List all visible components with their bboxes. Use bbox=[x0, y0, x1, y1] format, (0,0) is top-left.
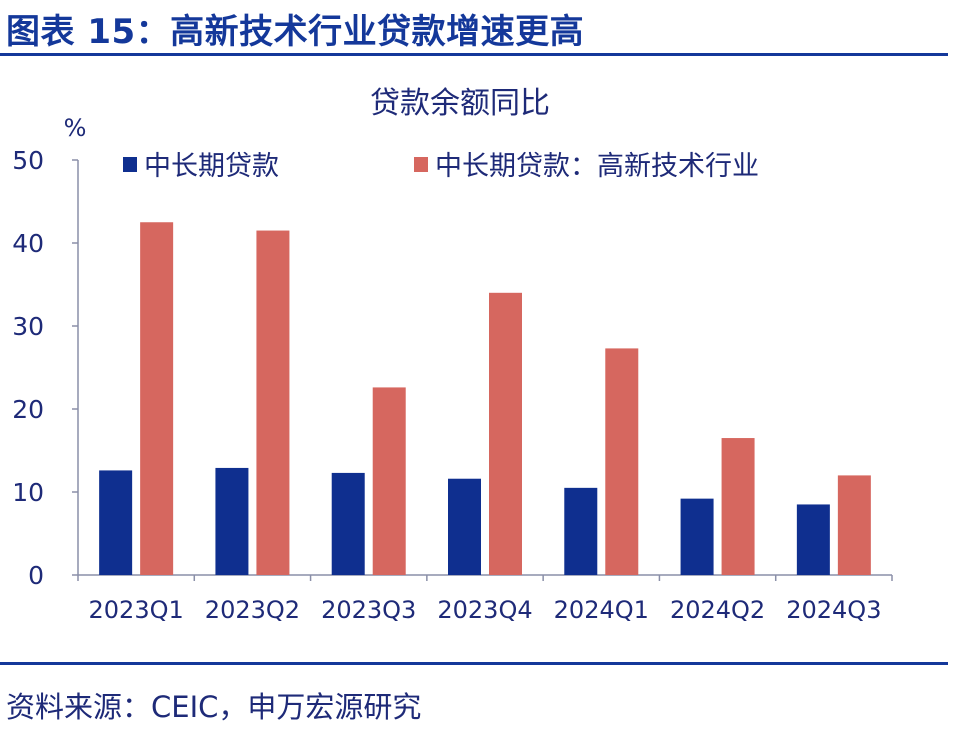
bar-series-1 bbox=[99, 470, 133, 575]
bars bbox=[99, 222, 871, 576]
top-divider bbox=[0, 53, 948, 56]
y-axis-unit: % bbox=[64, 114, 87, 142]
bar-series-1 bbox=[680, 498, 714, 575]
bar-series-1 bbox=[448, 478, 481, 575]
y-axis: 0 10 20 30 40 50 bbox=[12, 146, 79, 590]
x-tick-label: 2023Q4 bbox=[437, 596, 532, 624]
legend-swatch-series-1 bbox=[123, 157, 137, 172]
bar-series-2 bbox=[837, 475, 871, 575]
y-tick-label: 50 bbox=[12, 146, 44, 175]
bar-series-1 bbox=[215, 467, 249, 575]
bar-series-2 bbox=[372, 387, 406, 575]
bar-series-2 bbox=[256, 230, 290, 576]
legend-swatch-series-2 bbox=[414, 157, 428, 172]
legend-label-series-1: 中长期贷款 bbox=[144, 151, 279, 182]
x-tick-label: 2023Q2 bbox=[205, 596, 300, 624]
bar-series-2 bbox=[140, 222, 174, 575]
x-tick-label: 2024Q3 bbox=[786, 596, 881, 624]
bottom-divider bbox=[0, 662, 948, 665]
y-tick-label: 20 bbox=[12, 395, 44, 424]
bar-series-2 bbox=[721, 438, 755, 575]
x-tick-label: 2024Q2 bbox=[670, 596, 765, 624]
y-tick-label: 40 bbox=[12, 229, 44, 258]
bar-series-2 bbox=[605, 348, 639, 575]
bar-series-1 bbox=[564, 487, 598, 575]
bar-series-1 bbox=[331, 472, 365, 575]
bar-series-1 bbox=[796, 504, 830, 575]
x-tick-label: 2024Q1 bbox=[554, 596, 649, 624]
bar-series-2 bbox=[489, 292, 522, 575]
y-tick-label: 0 bbox=[28, 561, 44, 590]
y-tick-label: 30 bbox=[12, 312, 44, 341]
x-tick-label: 2023Q3 bbox=[321, 596, 416, 624]
legend-label-series-2: 中长期贷款：高新技术行业 bbox=[435, 151, 759, 182]
legend: 中长期贷款 中长期贷款：高新技术行业 bbox=[123, 151, 759, 182]
x-axis: 2023Q1 2023Q2 2023Q3 2023Q4 2024Q1 2024Q2 2024… bbox=[77, 574, 893, 624]
chart-title: 贷款余额同比 bbox=[370, 86, 550, 121]
y-tick-label: 10 bbox=[12, 478, 44, 507]
figure-title: 图表 15：高新技术行业贷款增速更高 bbox=[6, 12, 585, 52]
x-tick-label: 2023Q1 bbox=[89, 596, 184, 624]
source-note: 资料来源：CEIC，申万宏源研究 bbox=[6, 690, 422, 724]
